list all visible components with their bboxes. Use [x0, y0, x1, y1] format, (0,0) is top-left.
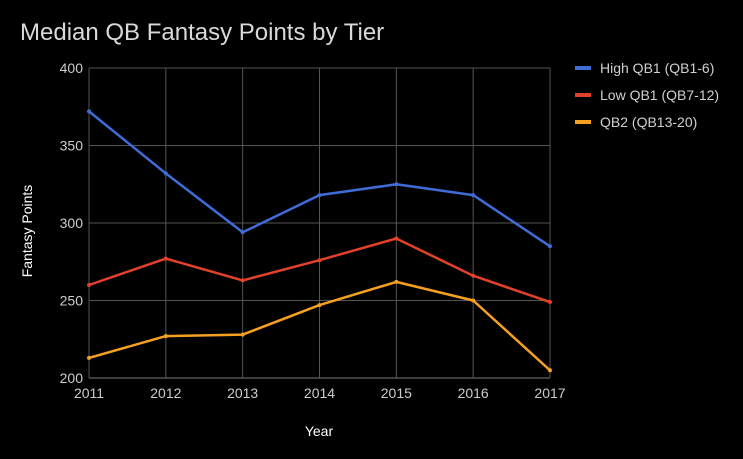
x-tick-label: 2016	[458, 385, 489, 401]
y-tick-label: 300	[60, 215, 84, 231]
data-point[interactable]	[87, 109, 91, 114]
data-point[interactable]	[471, 193, 476, 198]
legend-label: QB2 (QB13-20)	[600, 114, 697, 130]
data-point[interactable]	[240, 278, 245, 283]
y-axis-title: Fantasy Points	[19, 185, 35, 278]
data-point[interactable]	[317, 303, 322, 308]
x-tick-label: 2015	[381, 385, 412, 401]
data-point[interactable]	[471, 273, 476, 278]
x-tick-label: 2012	[150, 385, 181, 401]
data-point[interactable]	[240, 332, 245, 337]
data-point[interactable]	[548, 300, 552, 305]
x-axis-ticks: 2011 2012 2013 2014 2015 2016 2017	[74, 385, 566, 401]
data-point[interactable]	[548, 244, 552, 249]
data-point[interactable]	[317, 193, 322, 198]
data-point[interactable]	[240, 230, 245, 235]
chart-title: Median QB Fantasy Points by Tier	[20, 19, 384, 46]
data-point[interactable]	[394, 236, 399, 241]
data-point[interactable]	[87, 355, 91, 360]
data-point[interactable]	[394, 182, 399, 187]
data-point[interactable]	[87, 283, 91, 287]
x-tick-label: 2013	[227, 385, 258, 401]
grid	[88, 67, 551, 379]
x-axis-title: Year	[305, 423, 334, 439]
legend-swatch	[575, 93, 591, 97]
legend-swatch	[575, 66, 591, 70]
series-1	[87, 109, 552, 249]
data-point[interactable]	[317, 258, 322, 263]
legend-swatch	[575, 120, 591, 124]
x-tick-label: 2017	[534, 385, 565, 401]
legend[interactable]: High QB1 (QB1-6) Low QB1 (QB7-12) QB2 (QB1…	[575, 60, 719, 130]
data-point[interactable]	[163, 171, 168, 176]
legend-item[interactable]: High QB1 (QB1-6)	[575, 60, 714, 76]
data-point[interactable]	[163, 334, 168, 339]
y-axis-ticks: 200 250 300 350 400	[60, 60, 84, 386]
x-tick-label: 2011	[74, 385, 104, 401]
data-point[interactable]	[394, 279, 399, 284]
y-tick-label: 400	[60, 60, 84, 76]
legend-item[interactable]: QB2 (QB13-20)	[575, 114, 697, 130]
series-3	[87, 279, 552, 373]
y-tick-label: 250	[60, 293, 84, 309]
y-tick-label: 350	[60, 138, 84, 154]
data-point[interactable]	[548, 368, 552, 373]
legend-label: High QB1 (QB1-6)	[600, 60, 714, 76]
legend-label: Low QB1 (QB7-12)	[600, 87, 719, 103]
y-tick-label: 200	[60, 370, 84, 386]
data-point[interactable]	[163, 256, 168, 261]
series-2	[87, 236, 552, 305]
legend-item[interactable]: Low QB1 (QB7-12)	[575, 87, 719, 103]
x-tick-label: 2014	[304, 385, 335, 401]
series-lines	[87, 109, 552, 373]
data-point[interactable]	[471, 298, 476, 303]
